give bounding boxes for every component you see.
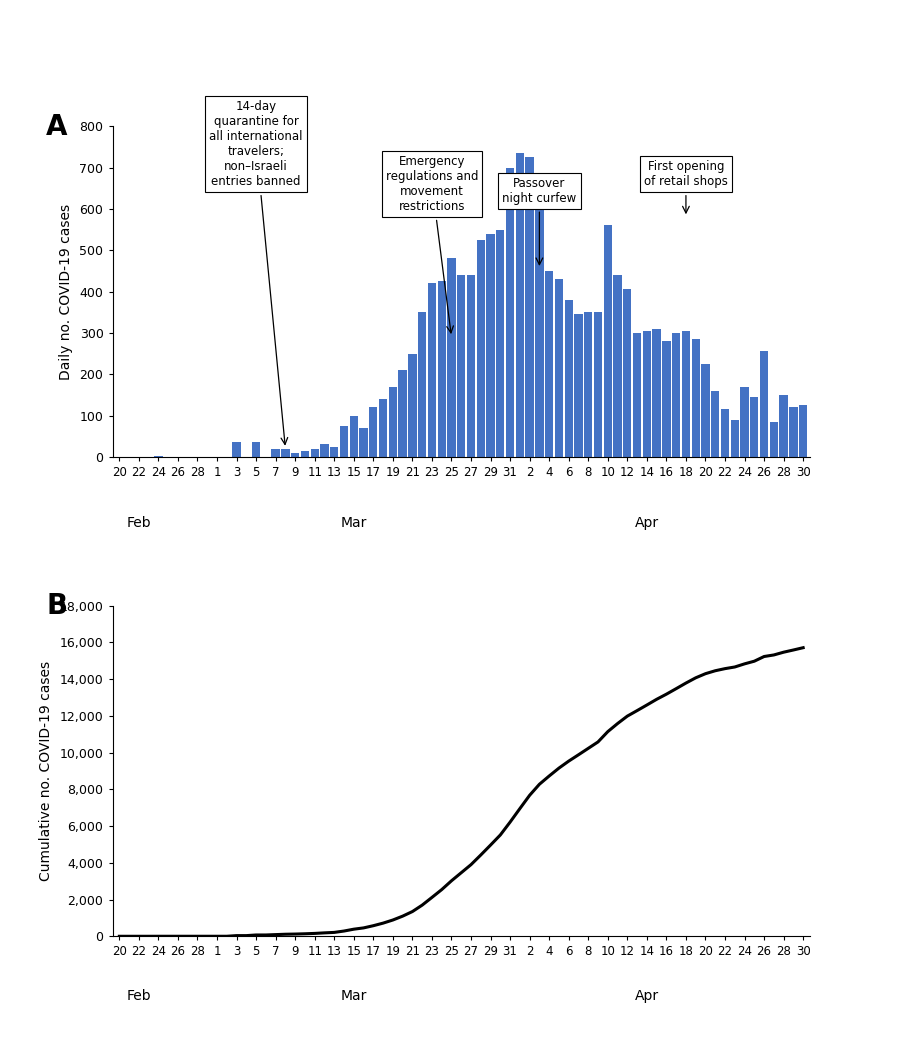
Bar — [399, 370, 407, 457]
Bar — [584, 312, 592, 457]
Bar — [574, 315, 582, 457]
Bar — [359, 428, 368, 457]
Bar — [770, 422, 778, 457]
Bar — [516, 154, 524, 457]
Bar — [564, 300, 573, 457]
Bar — [751, 397, 759, 457]
Bar — [477, 240, 485, 457]
Text: First opening
of retail shops: First opening of retail shops — [644, 160, 728, 213]
Text: Apr: Apr — [634, 989, 659, 1004]
Bar — [340, 426, 348, 457]
Bar — [369, 407, 377, 457]
Text: B: B — [46, 592, 68, 621]
Bar — [662, 341, 670, 457]
Bar — [282, 448, 290, 457]
Bar — [536, 209, 544, 457]
Bar — [614, 275, 622, 457]
Bar — [437, 281, 446, 457]
Bar — [301, 450, 309, 457]
Bar — [779, 394, 788, 457]
Bar — [272, 448, 280, 457]
Bar — [633, 332, 641, 457]
Bar — [291, 452, 300, 457]
Bar — [310, 448, 319, 457]
Bar — [760, 351, 769, 457]
Bar — [232, 443, 240, 457]
Bar — [799, 405, 807, 457]
Bar — [711, 390, 719, 457]
Bar — [594, 312, 602, 457]
Bar — [418, 312, 427, 457]
Bar — [389, 386, 397, 457]
Bar — [252, 443, 260, 457]
Bar — [789, 407, 797, 457]
Bar — [506, 167, 514, 457]
Bar — [652, 328, 661, 457]
Text: Feb: Feb — [127, 517, 151, 530]
Bar — [672, 332, 680, 457]
Text: Mar: Mar — [340, 517, 367, 530]
Text: Apr: Apr — [634, 517, 659, 530]
Bar — [721, 409, 729, 457]
Bar — [428, 283, 436, 457]
Bar — [604, 225, 612, 457]
Bar — [731, 420, 739, 457]
Bar — [457, 275, 465, 457]
Bar — [467, 275, 475, 457]
Text: 14-day
quarantine for
all international
travelers;
non–Israeli
entries banned: 14-day quarantine for all international … — [210, 100, 303, 444]
Bar — [545, 270, 554, 457]
Bar — [320, 444, 328, 457]
Text: Passover
night curfew: Passover night curfew — [502, 177, 577, 265]
Text: Feb: Feb — [127, 989, 151, 1004]
Bar — [409, 353, 417, 457]
Bar — [691, 339, 700, 457]
Bar — [349, 416, 358, 457]
Bar — [447, 259, 455, 457]
Text: A: A — [46, 113, 68, 141]
Bar — [741, 386, 749, 457]
Bar — [623, 289, 632, 457]
Y-axis label: Daily no. COVID-19 cases: Daily no. COVID-19 cases — [58, 203, 73, 380]
Bar — [330, 446, 338, 457]
Text: Emergency
regulations and
movement
restrictions: Emergency regulations and movement restr… — [386, 155, 478, 332]
Bar — [643, 330, 651, 457]
Y-axis label: Cumulative no. COVID-19 cases: Cumulative no. COVID-19 cases — [39, 661, 53, 881]
Text: Mar: Mar — [340, 989, 367, 1004]
Bar — [682, 330, 690, 457]
Bar — [526, 157, 534, 457]
Bar — [379, 399, 387, 457]
Bar — [554, 279, 563, 457]
Bar — [496, 229, 505, 457]
Bar — [701, 364, 709, 457]
Bar — [486, 234, 495, 457]
